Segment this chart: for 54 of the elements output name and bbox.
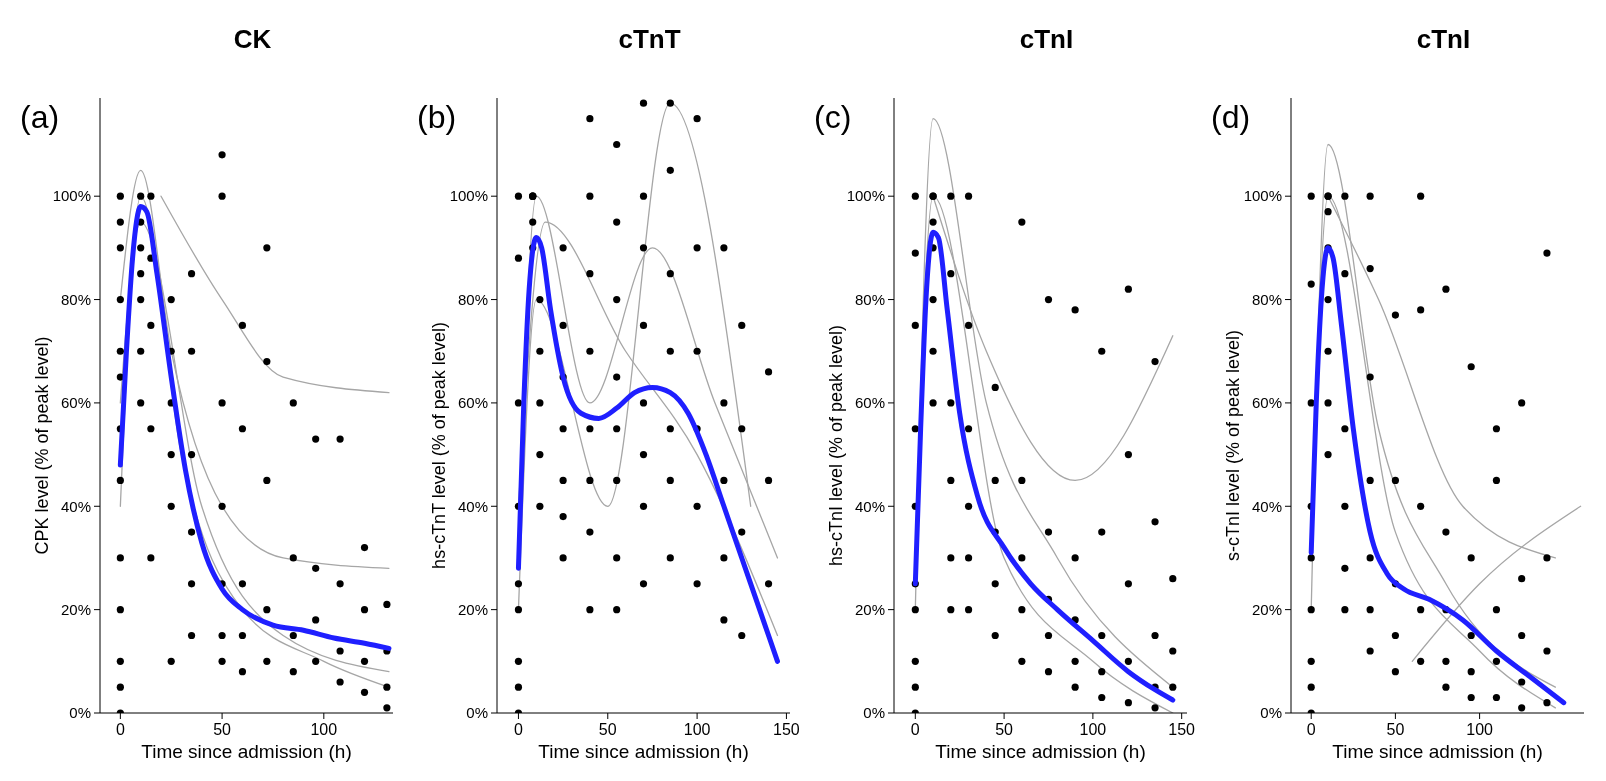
y-tick-label: 0%: [863, 704, 885, 722]
y-axis-title: hs-cTnT level (% of peak level): [429, 322, 449, 569]
x-axis-title: Time since admission (h): [141, 741, 352, 762]
x-tick-label: 100: [1466, 721, 1494, 738]
x-tick-label: 50: [213, 721, 232, 738]
y-tick-label: 60%: [457, 394, 488, 412]
y-axis-title: s-cTnI level (% of peak level): [1223, 329, 1243, 562]
x-tick-label: 50: [995, 721, 1014, 738]
y-tick-label: 40%: [1251, 497, 1282, 515]
chart-title: cTnT: [618, 24, 681, 54]
text: (c): [814, 99, 852, 135]
y-tick-label: 100%: [52, 187, 91, 205]
text: (b): [417, 99, 457, 135]
y-tick-label: 80%: [854, 290, 885, 308]
x-tick-label: 50: [598, 721, 617, 738]
y-tick-label: 20%: [854, 600, 885, 618]
text: (a): [20, 99, 60, 135]
x-tick-label: 0: [1306, 721, 1316, 738]
x-tick-label: 0: [513, 721, 523, 738]
x-axis-title: Time since admission (h): [538, 741, 749, 762]
y-tick-label: 20%: [60, 600, 91, 618]
y-tick-label: 100%: [449, 187, 488, 205]
x-axis-title: Time since admission (h): [935, 741, 1146, 762]
chart-title: CK: [233, 24, 272, 54]
y-tick-label: 40%: [854, 497, 885, 515]
x-tick-label: 150: [773, 721, 800, 738]
y-tick-label: 60%: [60, 394, 91, 412]
x-tick-label: 100: [683, 721, 711, 738]
y-axis-title: hs-cTnI level (% of peak level): [826, 324, 846, 567]
x-tick-label: 0: [910, 721, 920, 738]
y-tick-label: 60%: [1251, 394, 1282, 412]
y-tick-label: 80%: [1251, 290, 1282, 308]
y-tick-label: 100%: [1243, 187, 1282, 205]
y-tick-label: 100%: [846, 187, 885, 205]
chart-title: cTnI: [1019, 24, 1074, 54]
y-tick-label: 20%: [1251, 600, 1282, 618]
y-axis-title: CPK level (% of peak level): [32, 336, 52, 555]
y-tick-label: 0%: [69, 704, 91, 722]
x-tick-label: 50: [1386, 721, 1405, 738]
x-axis-title: Time since admission (h): [1332, 741, 1543, 762]
y-tick-label: 80%: [457, 290, 488, 308]
y-tick-label: 80%: [60, 290, 91, 308]
y-tick-label: 40%: [457, 497, 488, 515]
x-tick-label: 150: [1168, 721, 1196, 738]
y-tick-label: 40%: [60, 497, 91, 515]
y-tick-label: 0%: [466, 704, 488, 722]
text: (d): [1211, 99, 1251, 135]
x-tick-label: 0: [115, 721, 125, 738]
y-tick-label: 20%: [457, 600, 488, 618]
y-tick-label: 0%: [1260, 704, 1282, 722]
y-tick-label: 60%: [854, 394, 885, 412]
chart-title: cTnI: [1416, 24, 1471, 54]
x-tick-label: 100: [310, 721, 338, 738]
x-tick-label: 100: [1079, 721, 1107, 738]
